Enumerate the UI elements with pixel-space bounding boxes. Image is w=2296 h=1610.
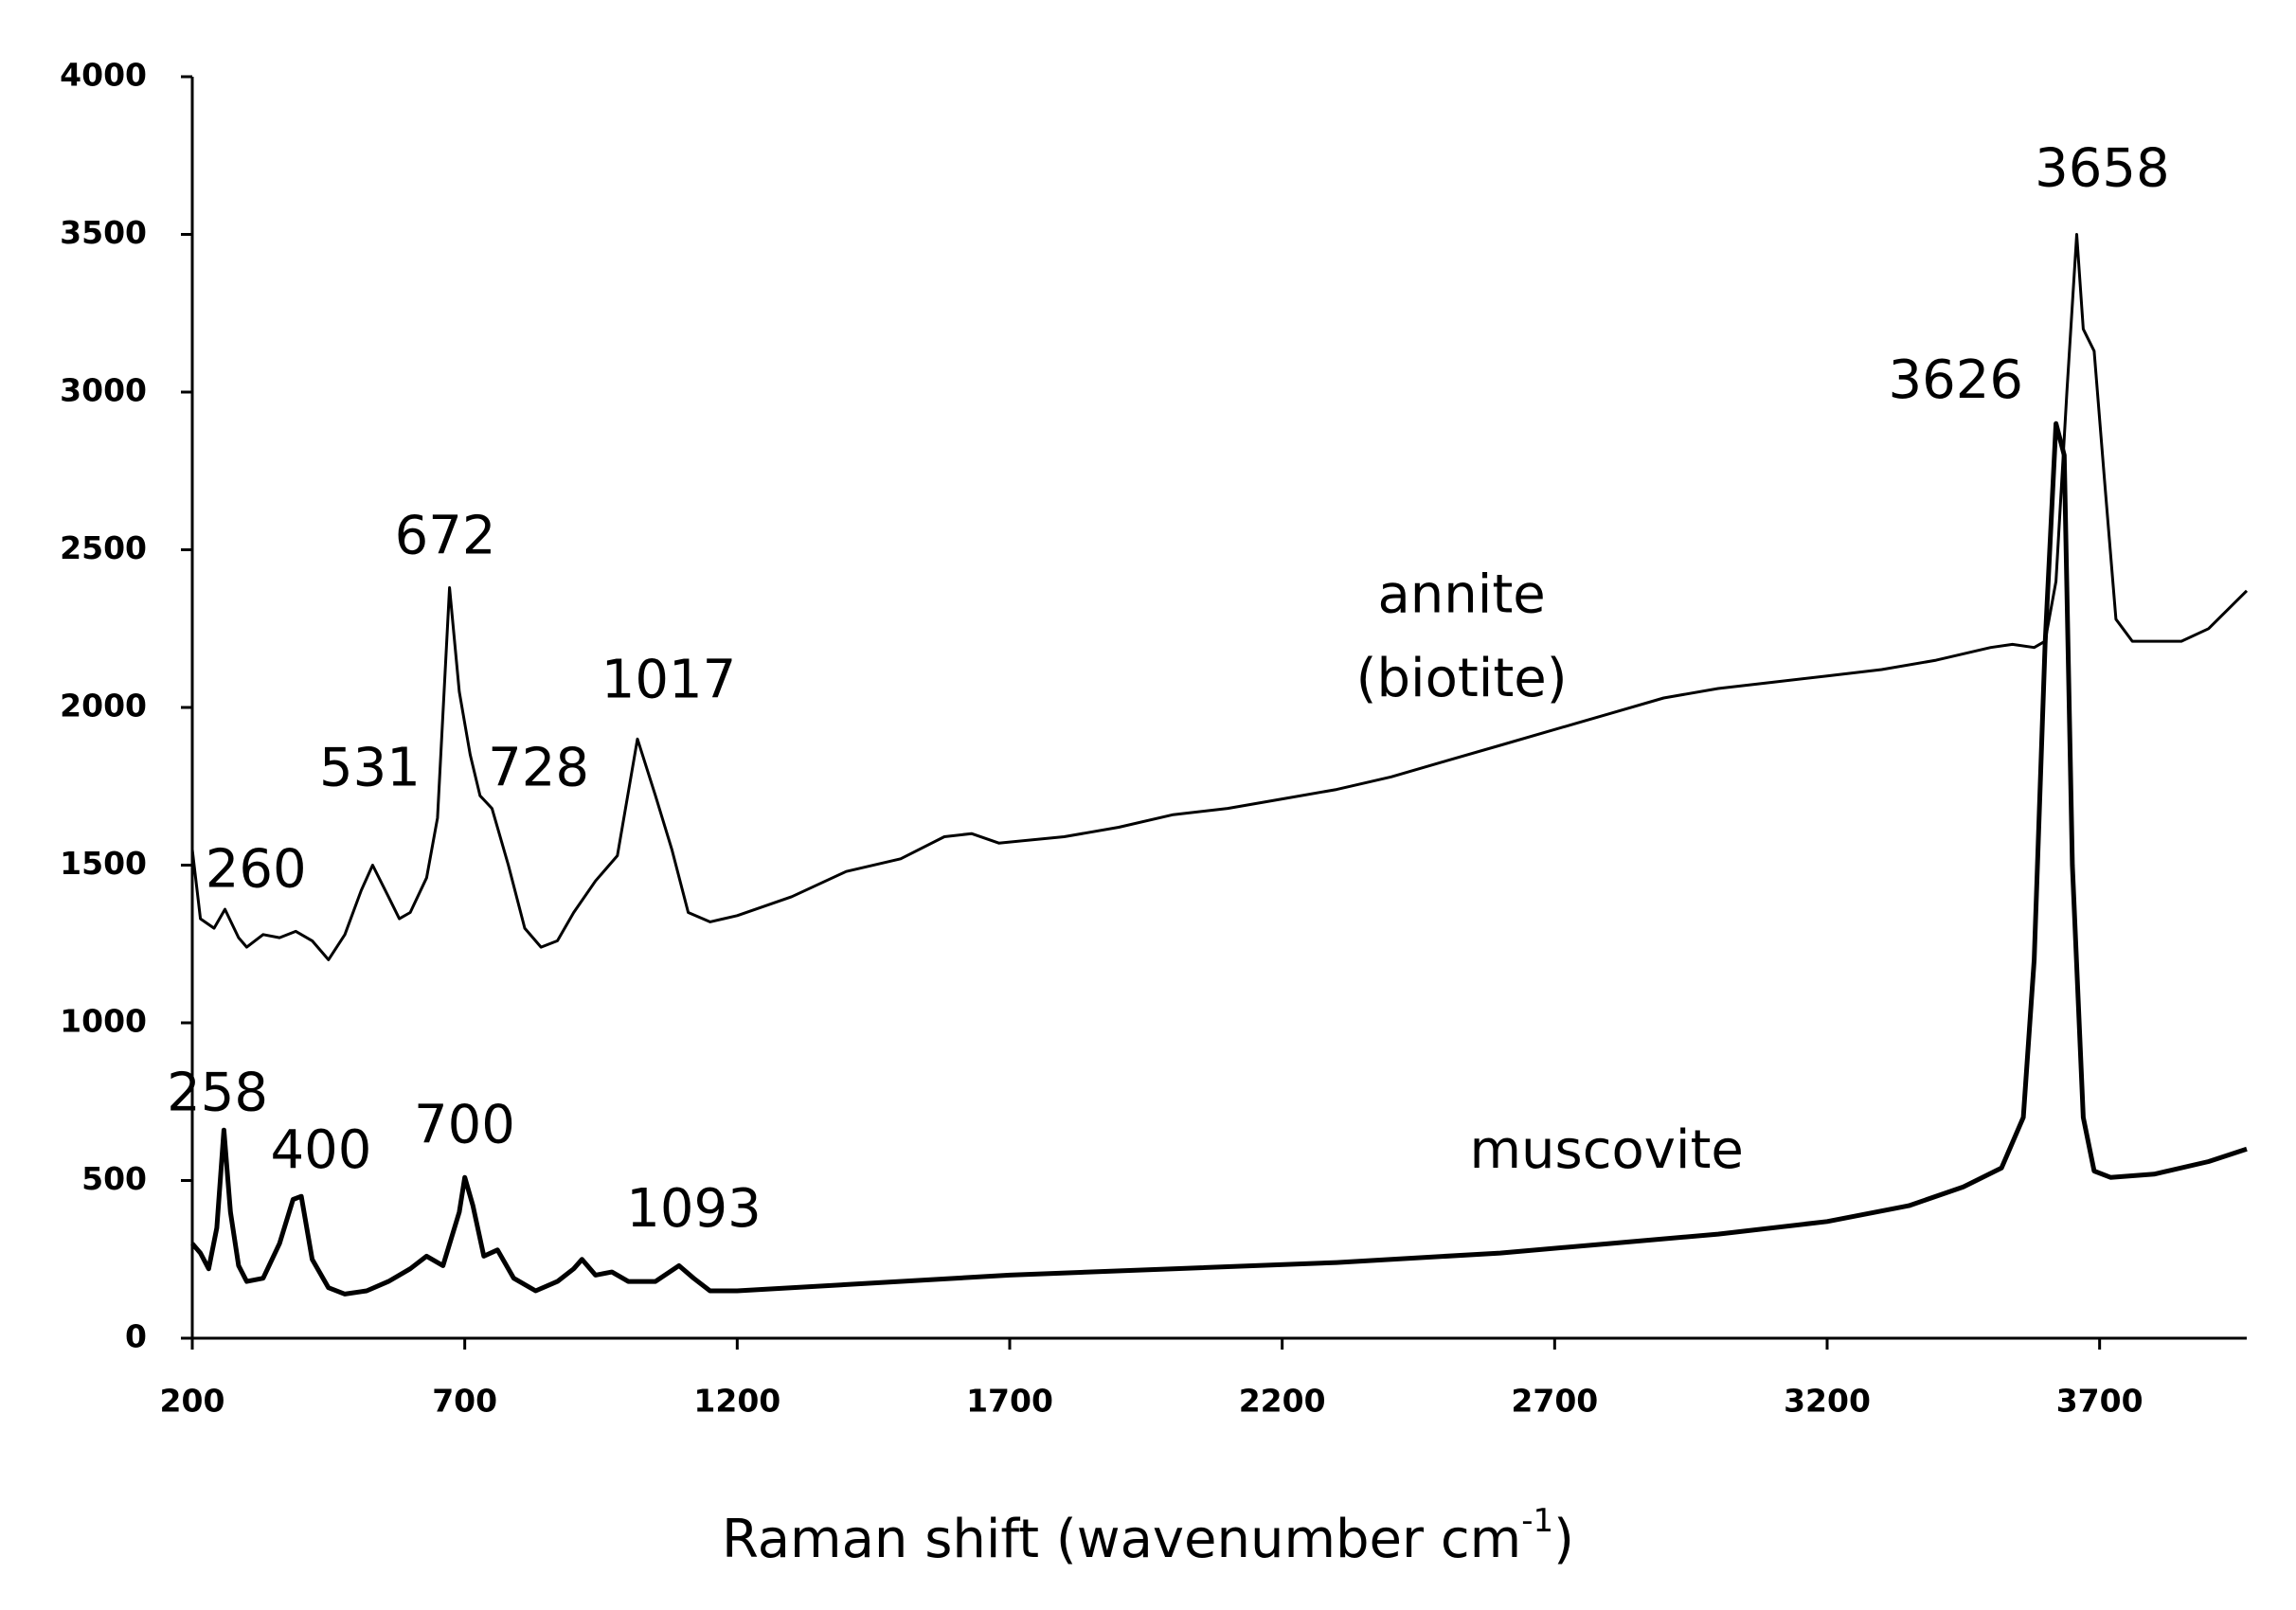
annotation: 531: [319, 737, 421, 798]
x-axis-label-superscript: -1: [1521, 1502, 1553, 1540]
x-tick-label: 1200: [693, 1383, 780, 1420]
y-tick-label: 3500: [60, 214, 147, 251]
annotation: (biotite): [1356, 648, 1568, 709]
annotation: 700: [414, 1094, 515, 1155]
y-tick-label: 500: [81, 1160, 147, 1197]
annotation: 672: [395, 505, 496, 566]
annotation: 1017: [601, 649, 737, 710]
series-line: [190, 420, 2248, 1297]
x-tick-label: 2700: [1511, 1383, 1598, 1420]
x-tick-label: 700: [432, 1383, 497, 1420]
y-tick-label: 4000: [60, 57, 147, 94]
y-tick-label: 2000: [60, 688, 147, 724]
y-tick-label: 2500: [60, 529, 147, 566]
x-tick-label: 3200: [1784, 1383, 1871, 1420]
y-tick-label: 3000: [60, 372, 147, 409]
x-axis-label: Raman shift (wavenumber cm-1): [722, 1502, 1574, 1571]
x-tick-label: 1700: [966, 1383, 1053, 1420]
series-line: [190, 233, 2249, 961]
annotation: muscovite: [1469, 1119, 1743, 1181]
y-tick-label: 1000: [60, 1003, 147, 1040]
annotation: 3658: [2035, 138, 2170, 200]
y-tick-label: 1500: [60, 845, 147, 882]
x-tick-label: 2200: [1239, 1383, 1326, 1420]
x-axis-label-text: Raman shift (wavenumber cm: [722, 1509, 1521, 1570]
annotation: 260: [206, 838, 307, 900]
annotation: 3626: [1889, 349, 2024, 411]
annotation: 728: [488, 737, 589, 798]
annotation: annite: [1377, 564, 1545, 625]
annotation: 258: [167, 1062, 268, 1123]
x-tick-label: 3700: [2056, 1383, 2144, 1420]
x-tick-label: 200: [160, 1383, 225, 1420]
annotation: 400: [270, 1119, 371, 1181]
annotation: 1093: [626, 1178, 762, 1240]
x-axis-label-suffix: ): [1553, 1509, 1574, 1570]
y-tick-label: 0: [125, 1318, 147, 1355]
